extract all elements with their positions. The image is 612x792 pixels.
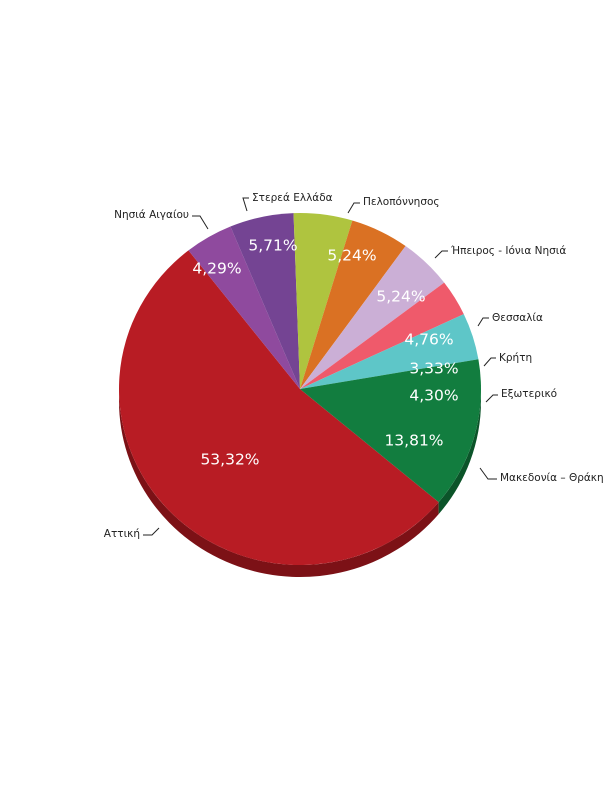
slice-category-label: Στερεά Ελλάδα: [252, 192, 333, 204]
pie-slice-8: [300, 359, 481, 503]
pie-slice-0: [119, 250, 439, 565]
leader-line: [434, 250, 448, 259]
leader-line: [242, 197, 249, 212]
slice-category-label: Εξωτερικό: [501, 388, 557, 400]
pie-slice-2: [230, 213, 300, 389]
slice-value-label: 4,30%: [409, 387, 458, 405]
slice-category-label: Νησιά Αιγαίου: [114, 209, 189, 221]
pie-slice-1: [188, 226, 300, 389]
slice-category-label: Μακεδονία – Θράκη: [500, 472, 604, 484]
leader-line: [477, 317, 489, 327]
leader-line: [479, 467, 497, 480]
pie-slice-7: [300, 314, 479, 389]
leader-line: [192, 215, 209, 230]
slice-value-label: 13,81%: [384, 432, 443, 450]
slice-value-label: 53,32%: [200, 451, 259, 469]
slice-value-label: 5,24%: [376, 288, 425, 306]
pie-slice-3: [293, 213, 353, 389]
slice-category-label: Πελοπόννησος: [363, 196, 440, 208]
slice-value-label: 5,24%: [327, 247, 376, 265]
slice-category-label: Αττική: [104, 528, 140, 540]
slice-category-label: Κρήτη: [499, 352, 532, 364]
slice-category-label: Θεσσαλία: [492, 312, 543, 324]
pie-side-8: [438, 389, 481, 515]
slice-value-label: 4,76%: [404, 331, 453, 349]
pie-slice-4: [300, 220, 406, 389]
slice-value-label: 4,29%: [192, 260, 241, 278]
slice-value-label: 5,71%: [248, 237, 297, 255]
leader-line: [485, 394, 498, 403]
leader-line: [347, 202, 360, 214]
slice-value-label: 3,33%: [409, 360, 458, 378]
leader-line: [143, 527, 160, 536]
slice-category-label: Ήπειρος - Ιόνια Νησιά: [450, 245, 566, 257]
pie-slice-6: [300, 282, 464, 389]
leader-line: [483, 357, 496, 367]
pie-slice-5: [300, 246, 445, 389]
